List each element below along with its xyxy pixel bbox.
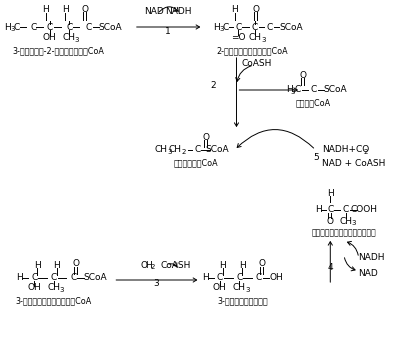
Text: CoASH: CoASH bbox=[161, 261, 191, 269]
Text: C: C bbox=[70, 274, 76, 283]
Text: OH: OH bbox=[27, 284, 41, 293]
Text: C: C bbox=[343, 206, 349, 214]
Text: CH: CH bbox=[63, 33, 76, 42]
Text: C: C bbox=[217, 274, 223, 283]
Text: C: C bbox=[235, 23, 242, 32]
Text: 3: 3 bbox=[291, 89, 296, 95]
Text: H: H bbox=[53, 261, 60, 269]
Text: H: H bbox=[327, 189, 334, 198]
Text: NAD: NAD bbox=[358, 269, 378, 277]
Text: OH: OH bbox=[270, 274, 284, 283]
Text: O: O bbox=[82, 5, 88, 14]
Text: H: H bbox=[34, 261, 40, 269]
Text: 3-ヒドロキシイソブチリルCoA: 3-ヒドロキシイソブチリルCoA bbox=[16, 296, 92, 306]
Text: 2: 2 bbox=[210, 80, 216, 89]
Text: 3: 3 bbox=[154, 279, 159, 288]
Text: 3: 3 bbox=[219, 26, 224, 32]
Text: 2: 2 bbox=[363, 149, 368, 155]
Text: 3: 3 bbox=[352, 220, 356, 226]
Text: =O: =O bbox=[231, 33, 246, 42]
Text: OH: OH bbox=[43, 33, 57, 42]
Text: H: H bbox=[4, 23, 11, 32]
Text: C: C bbox=[256, 274, 262, 283]
Text: CH: CH bbox=[155, 145, 168, 155]
Text: O: O bbox=[203, 133, 210, 142]
Text: C: C bbox=[295, 86, 301, 95]
Text: O: O bbox=[300, 71, 306, 79]
Text: 3: 3 bbox=[167, 149, 172, 155]
Text: C: C bbox=[223, 23, 229, 32]
Text: 3: 3 bbox=[74, 38, 78, 44]
Text: H: H bbox=[62, 6, 69, 15]
Text: SCoA: SCoA bbox=[205, 145, 229, 155]
Text: O: O bbox=[140, 261, 147, 269]
Text: C: C bbox=[236, 274, 242, 283]
Text: 2-メチルアセトアセチルCoA: 2-メチルアセトアセチルCoA bbox=[216, 47, 288, 55]
Text: 3: 3 bbox=[10, 26, 14, 32]
Text: H: H bbox=[214, 23, 220, 32]
Text: C: C bbox=[86, 23, 92, 32]
Text: C: C bbox=[66, 23, 72, 32]
Text: 3: 3 bbox=[262, 38, 266, 44]
Text: C: C bbox=[266, 23, 273, 32]
Text: C: C bbox=[327, 206, 334, 214]
Text: 5: 5 bbox=[314, 152, 320, 161]
Text: SCoA: SCoA bbox=[99, 23, 122, 32]
Text: H: H bbox=[239, 261, 246, 269]
Text: SCoA: SCoA bbox=[279, 23, 303, 32]
Text: C: C bbox=[194, 145, 200, 155]
Text: H: H bbox=[42, 6, 49, 15]
Text: H: H bbox=[16, 274, 23, 283]
Text: O: O bbox=[258, 260, 265, 269]
Text: O: O bbox=[327, 216, 334, 226]
Text: NADH+CO: NADH+CO bbox=[322, 145, 370, 155]
Text: H: H bbox=[286, 86, 293, 95]
Text: COOH: COOH bbox=[350, 206, 377, 214]
Text: CH: CH bbox=[340, 216, 352, 226]
Text: C: C bbox=[252, 23, 258, 32]
Text: OH: OH bbox=[213, 284, 227, 293]
Text: C: C bbox=[30, 23, 36, 32]
Text: CH: CH bbox=[248, 33, 262, 42]
Text: 3: 3 bbox=[245, 287, 250, 293]
Text: NADH: NADH bbox=[166, 8, 192, 16]
Text: 3-ヒドロキシイソ酪酸: 3-ヒドロキシイソ酪酸 bbox=[217, 296, 268, 306]
Text: C: C bbox=[31, 274, 37, 283]
Text: O: O bbox=[252, 5, 260, 14]
Text: CoASH: CoASH bbox=[242, 58, 272, 68]
Text: C: C bbox=[310, 86, 317, 95]
Text: 2: 2 bbox=[181, 149, 186, 155]
Text: NADH: NADH bbox=[358, 253, 384, 262]
Text: CH: CH bbox=[47, 284, 60, 293]
Text: NAD: NAD bbox=[144, 8, 164, 16]
Text: C: C bbox=[14, 23, 20, 32]
Text: 3-ヒドロキシ-2-メチルブチリルCoA: 3-ヒドロキシ-2-メチルブチリルCoA bbox=[13, 47, 104, 55]
Text: CH: CH bbox=[233, 284, 246, 293]
Text: H: H bbox=[231, 6, 238, 15]
Text: SCoA: SCoA bbox=[83, 274, 106, 283]
Text: H: H bbox=[315, 206, 322, 214]
Text: NAD + CoASH: NAD + CoASH bbox=[322, 158, 386, 167]
Text: H: H bbox=[145, 261, 152, 269]
Text: SCoA: SCoA bbox=[323, 86, 347, 95]
Text: O: O bbox=[73, 260, 80, 269]
Text: H: H bbox=[220, 261, 226, 269]
Text: C: C bbox=[47, 23, 53, 32]
Text: CH: CH bbox=[168, 145, 182, 155]
Text: 2: 2 bbox=[150, 264, 155, 270]
Text: プロピオニルCoA: プロピオニルCoA bbox=[173, 158, 218, 167]
Text: メチルマロン酸セミアルデヒド: メチルマロン酸セミアルデヒド bbox=[312, 229, 376, 237]
Text: 4: 4 bbox=[328, 263, 333, 272]
Text: 3: 3 bbox=[59, 287, 64, 293]
Text: C: C bbox=[51, 274, 57, 283]
Text: アセチルCoA: アセチルCoA bbox=[295, 98, 330, 108]
Text: 1: 1 bbox=[165, 26, 171, 35]
Text: H: H bbox=[202, 274, 208, 283]
